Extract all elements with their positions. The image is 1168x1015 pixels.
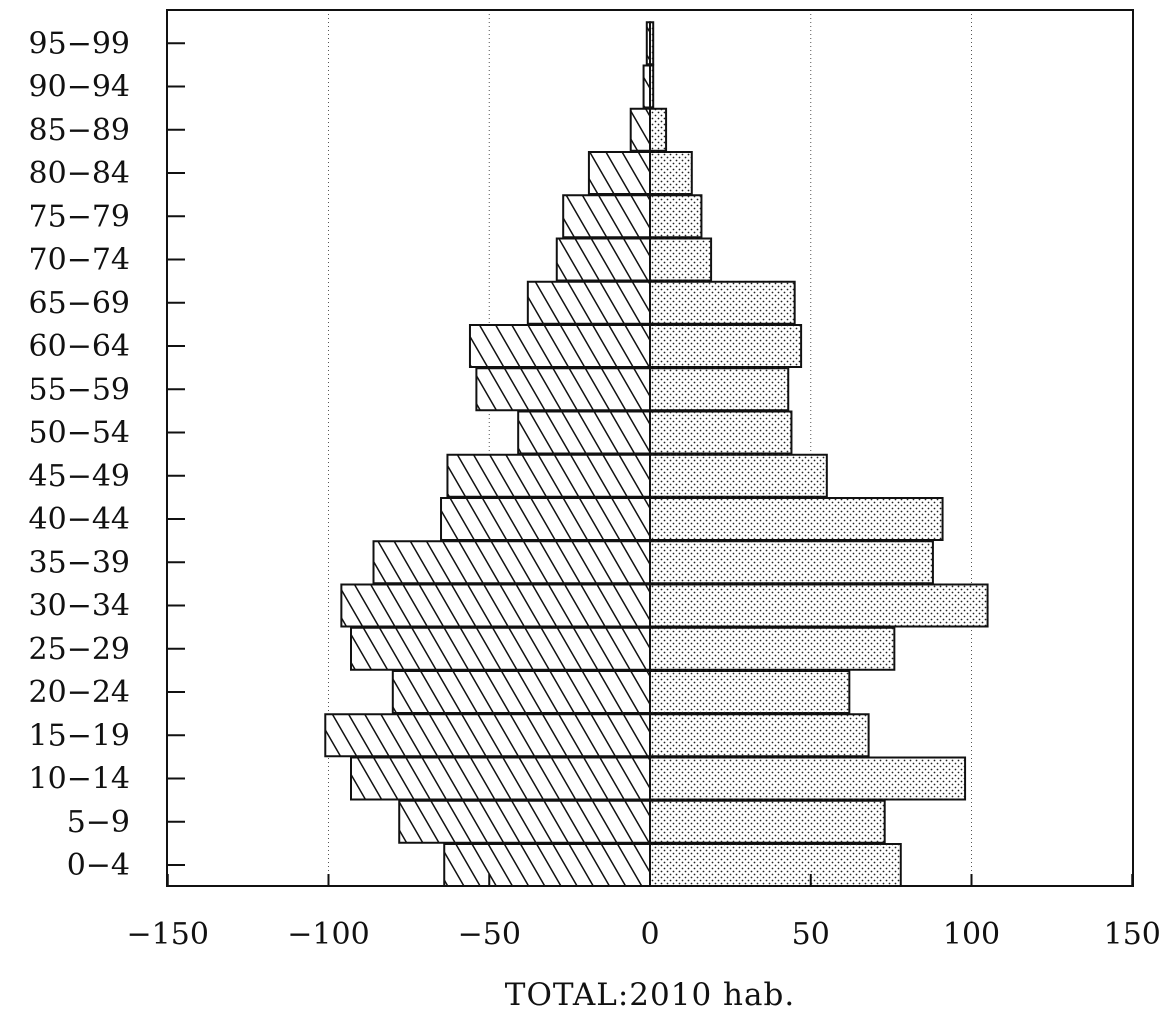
bar (649, 280, 796, 325)
bar (649, 151, 693, 195)
bar (526, 280, 652, 325)
y-tick-label: 40−44 (29, 502, 130, 537)
bar (649, 453, 828, 498)
bar (649, 64, 655, 109)
y-tick-label: 65−69 (29, 286, 130, 321)
bar (372, 540, 651, 585)
y-tick-label: 15−19 (29, 718, 130, 753)
bar (649, 540, 934, 585)
y-tick-label: 5−9 (67, 805, 130, 840)
y-tick-label: 70−74 (29, 243, 130, 278)
y-tick-label: 20−24 (29, 675, 130, 710)
bar (649, 107, 668, 152)
bar (446, 453, 651, 498)
x-axis-ticks: −150 −100 −50 0 50 100 150 (127, 874, 1161, 952)
bar (350, 626, 651, 671)
y-tick-label: 55−59 (29, 372, 130, 407)
bar (517, 410, 651, 455)
y-tick-label: 90−94 (29, 70, 130, 105)
x-tick-label: 150 (1104, 917, 1161, 952)
bar (440, 497, 651, 541)
bar (629, 107, 652, 152)
bar (468, 324, 651, 368)
bar (324, 713, 651, 758)
bar (649, 497, 944, 541)
x-tick-label: −50 (458, 917, 521, 952)
bar (649, 583, 989, 628)
bar (649, 237, 713, 282)
bar (391, 670, 651, 714)
bar (587, 151, 651, 195)
y-tick-label: 25−29 (29, 632, 130, 667)
x-tick-label: 100 (943, 917, 1000, 952)
y-tick-label: 60−64 (29, 329, 130, 364)
bar (443, 843, 651, 887)
y-tick-label: 80−84 (29, 156, 130, 191)
y-tick-label: 85−89 (29, 113, 130, 148)
bar (649, 799, 886, 844)
bar (350, 756, 651, 801)
series-stippled-bars (649, 21, 989, 887)
x-tick-label: 0 (640, 917, 659, 952)
bar (649, 410, 793, 455)
bar (340, 583, 651, 628)
bar (649, 756, 967, 801)
bar (649, 367, 790, 412)
y-tick-label: 75−79 (29, 199, 130, 234)
bar (398, 799, 652, 844)
y-tick-label: 10−14 (29, 762, 130, 797)
y-tick-label: 30−34 (29, 589, 130, 624)
y-tick-label: 50−54 (29, 416, 130, 451)
bar (649, 324, 803, 368)
bar (475, 367, 652, 412)
bar (555, 237, 652, 282)
bar (649, 194, 703, 239)
series-hatched-bars (324, 21, 652, 887)
y-tick-label: 0−4 (67, 848, 130, 883)
y-axis-ticks: 0−4 5−9 10−14 15−19 20−24 25−29 30−34 35−39 40−4… (29, 26, 185, 883)
bar (649, 21, 655, 66)
y-tick-label: 45−49 (29, 459, 130, 494)
bar (649, 713, 870, 758)
y-tick-label: 95−99 (29, 26, 130, 61)
bar (649, 626, 896, 671)
x-tick-label: 50 (792, 917, 830, 952)
x-tick-label: −100 (287, 917, 369, 952)
bar (562, 194, 652, 239)
bar (649, 670, 851, 714)
x-tick-label: −150 (127, 917, 209, 952)
y-tick-label: 35−39 (29, 545, 130, 580)
chart-caption: TOTAL:2010 hab. (505, 977, 795, 1013)
bar (649, 843, 902, 887)
